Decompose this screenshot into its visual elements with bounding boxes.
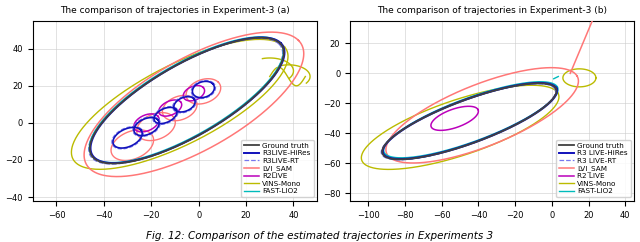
Legend: Ground truth, R3 LIVE-HiRes, R3 LIVE-RT, LVI_SAM, R2 LIVE, VINS-Mono, FAST-LIO2: Ground truth, R3 LIVE-HiRes, R3 LIVE-RT,… [556, 140, 631, 197]
Text: Fig. 12: Comparison of the estimated trajectories in Experiments 3: Fig. 12: Comparison of the estimated tra… [147, 231, 493, 241]
Title: The comparison of trajectories in Experiment-3 (a): The comparison of trajectories in Experi… [60, 6, 290, 15]
Legend: Ground truth, R3LIVE-HiRes, R3LIVE-RT, LVI_SAM, R2LIVE, VINS-Mono, FAST-LIO2: Ground truth, R3LIVE-HiRes, R3LIVE-RT, L… [241, 140, 314, 197]
Title: The comparison of trajectories in Experiment-3 (b): The comparison of trajectories in Experi… [377, 6, 607, 15]
